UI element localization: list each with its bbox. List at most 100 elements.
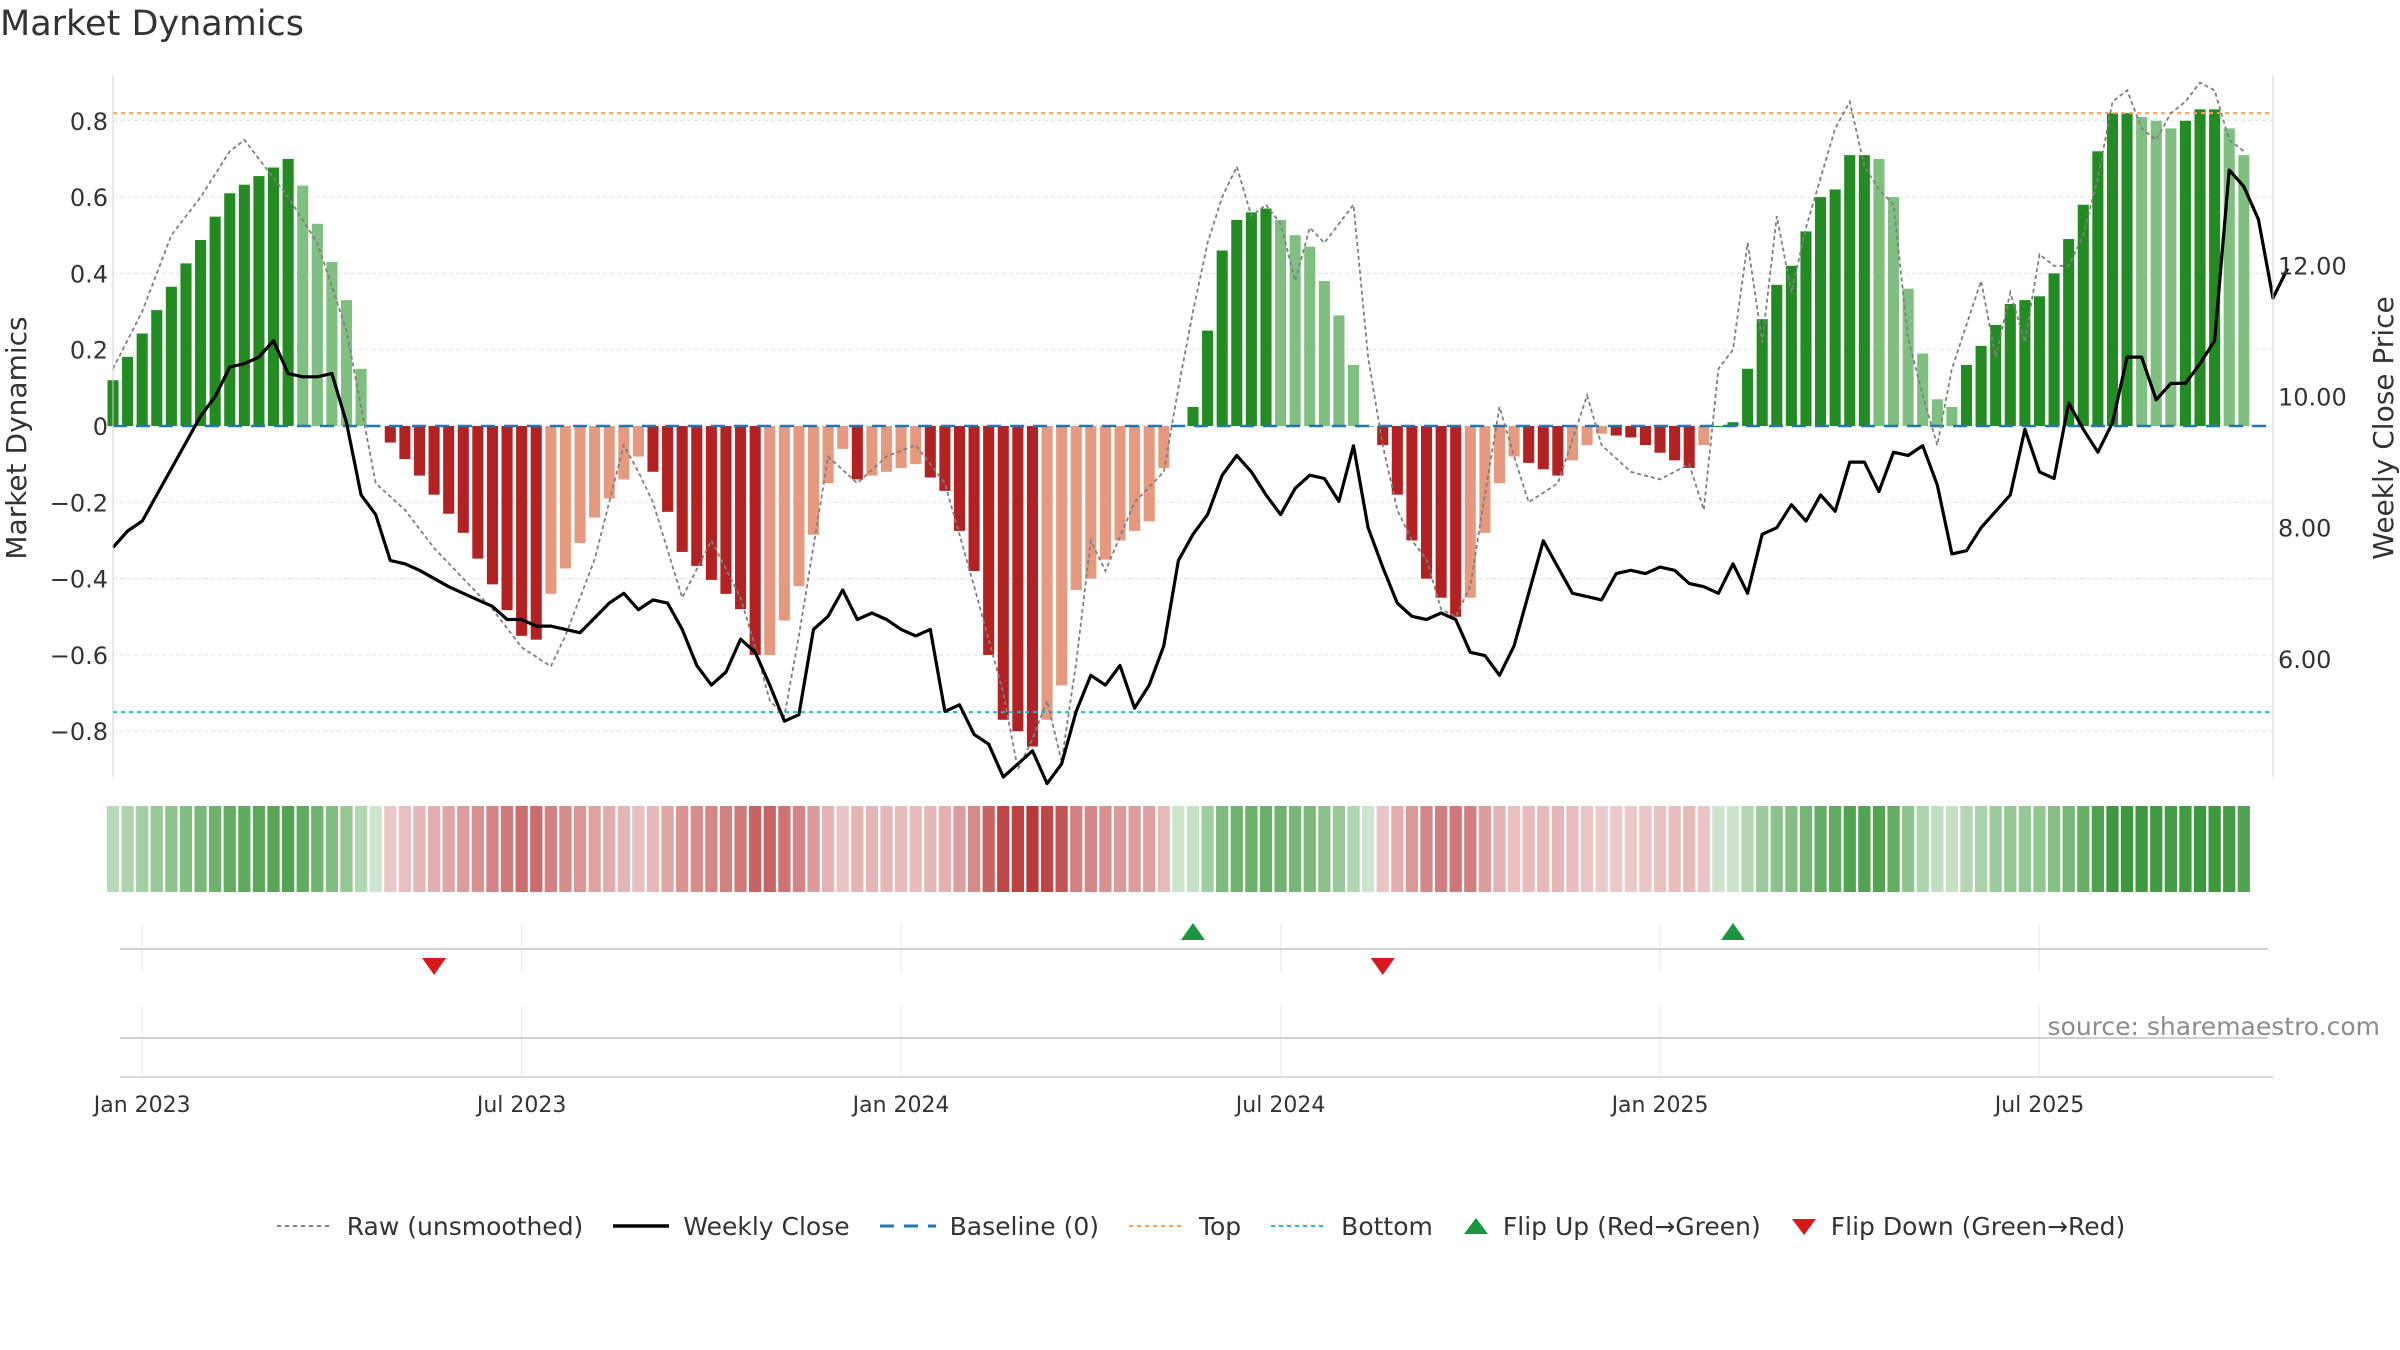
- dynamics-bar: [399, 426, 411, 460]
- heat-strip-cell: [1216, 806, 1229, 892]
- legend-item-raw: Raw (unsmoothed): [275, 1212, 583, 1241]
- dynamics-bar: [880, 426, 893, 472]
- heat-strip-cell: [953, 806, 966, 892]
- dynamics-bar: [2121, 113, 2133, 427]
- y-tick-label: −0.4: [50, 566, 108, 594]
- legend-label: Bottom: [1341, 1211, 1433, 1241]
- heat-strip-cell: [2033, 806, 2046, 892]
- dynamics-bar: [1493, 426, 1506, 484]
- heat-strip-cell: [296, 806, 309, 892]
- dynamics-bar: [895, 426, 907, 468]
- dynamics-bar: [282, 158, 294, 426]
- dynamics-bar: [2179, 120, 2191, 427]
- legend-item-flip_up: Flip Up (Red→Green): [1461, 1212, 1761, 1241]
- heat-strip-cell: [1799, 806, 1813, 892]
- legend-item-top: Top: [1127, 1212, 1241, 1241]
- dynamics-bar: [136, 333, 148, 426]
- legend-swatch-bottom: [1271, 1225, 1328, 1227]
- dynamics-bar: [1756, 319, 1768, 426]
- y-tick-label: 0.2: [70, 337, 108, 365]
- heat-strip-cell: [1858, 806, 1871, 892]
- dynamics-bar: [603, 426, 615, 499]
- heat-strip-cell: [442, 806, 455, 892]
- dynamics-bar: [1946, 406, 1958, 426]
- dynamics-bar: [472, 426, 484, 559]
- dynamics-bar: [1289, 235, 1301, 426]
- heat-strip-cell: [325, 806, 339, 892]
- heat-strip-cell: [179, 806, 193, 892]
- dynamics-bar: [735, 426, 747, 610]
- heat-strip-cell: [1011, 806, 1024, 892]
- dynamics-bar: [997, 426, 1009, 720]
- dynamics-bar: [705, 426, 717, 580]
- x-tick-label: Jul 2024: [1234, 1093, 1326, 1118]
- dynamics-bar: [1858, 155, 1870, 426]
- heat-strip-cell: [1580, 806, 1594, 892]
- dynamics-bar: [1056, 426, 1068, 686]
- dynamics-bar: [1537, 426, 1549, 470]
- legend-item-baseline: Baseline (0): [878, 1212, 1099, 1241]
- dynamics-bar: [1596, 426, 1608, 434]
- dynamics-bar: [983, 426, 995, 655]
- heat-strip-cell: [1872, 806, 1886, 892]
- legend-swatch-baseline: [879, 1224, 936, 1228]
- heat-strip-cell: [486, 806, 499, 892]
- dynamics-bar: [1771, 284, 1783, 426]
- dynamics-bar: [1245, 212, 1257, 426]
- heat-strip-cell: [311, 806, 324, 892]
- heat-strip-cell: [2179, 806, 2192, 892]
- dynamics-bar: [1552, 426, 1564, 476]
- dynamics-bar: [1143, 426, 1155, 522]
- heat-strip-cell: [1843, 806, 1856, 892]
- heat-strip-cell: [749, 806, 762, 892]
- heat-strip-cell: [792, 806, 806, 892]
- dynamics-bar: [764, 426, 776, 655]
- dynamics-bar: [647, 426, 659, 472]
- dynamics-bar: [618, 426, 630, 480]
- dynamics-bar: [1990, 324, 2002, 426]
- heat-strip-cell: [967, 806, 981, 892]
- heat-strip-cell: [1931, 806, 1944, 892]
- dynamics-bar: [2150, 120, 2162, 427]
- heat-strip-cell: [1128, 806, 1141, 892]
- heat-strip-cell: [1186, 806, 1200, 892]
- dynamics-bar: [793, 426, 805, 587]
- heat-strip-cell: [2004, 806, 2017, 892]
- dynamics-bar: [676, 426, 688, 552]
- dynamics-bar: [1712, 426, 1724, 427]
- dynamics-bar: [180, 263, 192, 426]
- legend-swatch-triangle: [1463, 1218, 1488, 1234]
- axes-layer: 0.8 0.6 0.4 0.2 0 −0.2 −0.4 −0.6 −0.8 12.00 10.00 8…: [0, 75, 2400, 1118]
- dynamics-bar: [1420, 426, 1433, 579]
- legend-swatch-raw: [276, 1225, 333, 1227]
- dynamics-bar: [2223, 128, 2235, 427]
- heat-strip-cell: [530, 806, 543, 892]
- heat-strip-cell: [1814, 806, 1827, 892]
- heat-strip-cell: [194, 806, 207, 892]
- heat-strip-cell: [1829, 806, 1842, 892]
- heat-strip-cell: [1566, 806, 1579, 892]
- heat-strip-cell: [1113, 806, 1127, 892]
- heat-strip-cell: [719, 806, 733, 892]
- dynamics-bar: [2136, 116, 2148, 426]
- dynamics-bar: [1960, 364, 1973, 426]
- dynamics-bar: [355, 368, 367, 426]
- heat-strip-cell: [1434, 806, 1448, 892]
- x-tick-label: Jan 2024: [851, 1093, 950, 1118]
- legend-item-bottom: Bottom: [1269, 1212, 1433, 1241]
- heat-strip-cell: [106, 806, 120, 892]
- dynamics-bar: [1216, 250, 1228, 426]
- heat-strip-cell: [822, 806, 835, 892]
- heat-strip-cell: [1420, 806, 1433, 892]
- heat-strip-cell: [1070, 806, 1083, 892]
- heat-strip-cell: [676, 806, 689, 892]
- legend-swatch-flip_up: [1463, 1218, 1488, 1234]
- heat-strip-cell: [1551, 806, 1564, 892]
- dynamics-bar: [574, 426, 586, 543]
- heat-strip-cell: [1653, 806, 1667, 892]
- heat-strip-cell: [354, 806, 368, 892]
- heat-strip-cell: [340, 806, 353, 892]
- dynamics-bar: [1508, 426, 1520, 457]
- dynamics-bar: [384, 426, 396, 443]
